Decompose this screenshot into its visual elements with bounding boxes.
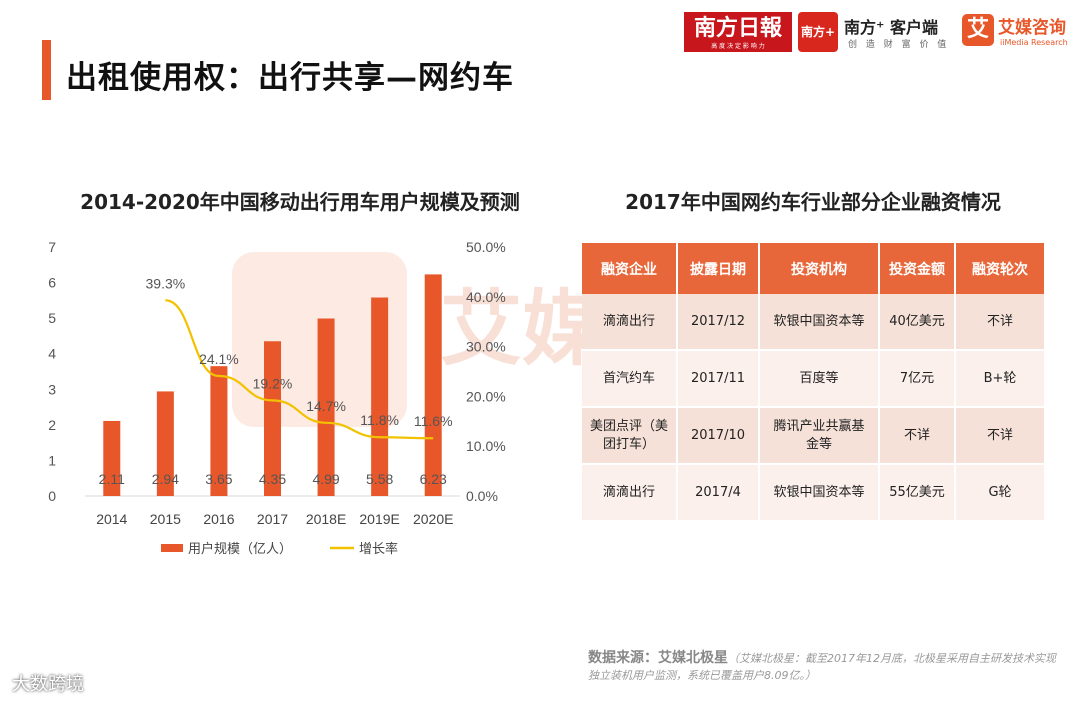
table-row: 首汽约车 2017/11 百度等 7亿元 B+轮 [582, 350, 1044, 408]
table-title: 2017年中国网约车行业部分企业融资情况 [625, 190, 1001, 214]
y-left-tick-label: 2 [48, 417, 56, 433]
bar-data-label: 5.58 [366, 471, 393, 487]
x-tick-label: 2019E [359, 511, 399, 527]
cell-investor: 百度等 [759, 350, 880, 408]
nanfang-daily-slogan: 高 度 决 定 影 响 力 [711, 43, 765, 50]
bar-data-label: 4.99 [312, 471, 339, 487]
data-source-detail: （艾媒北极星：截至2017年12月底，北极星采用自主研发技术实现独立装机用户监测… [588, 652, 1056, 682]
iimedia-logo-icon: 艾 [962, 14, 994, 46]
bar [103, 420, 121, 496]
cell-company: 美团点评（美团打车） [582, 407, 678, 465]
bar [210, 366, 228, 496]
iimedia-logo-text: 艾媒咨询 [998, 18, 1066, 38]
financing-table: 融资企业 披露日期 投资机构 投资金额 融资轮次 滴滴出行 2017/12 软银… [582, 243, 1044, 522]
y-left-tick-label: 1 [48, 452, 56, 468]
line-data-label: 14.7% [306, 398, 346, 414]
nanfang-daily-logo: 南方日報 高 度 决 定 影 响 力 [684, 12, 792, 52]
cell-date: 2017/10 [677, 407, 760, 465]
header-company: 融资企业 [582, 243, 678, 294]
cell-investor: 腾讯产业共赢基金等 [759, 407, 880, 465]
y-right-tick-label: 50.0% [466, 239, 506, 255]
y-left-tick-label: 5 [48, 310, 56, 326]
watermark-text: 艾媒 [440, 282, 605, 377]
y-left-tick-label: 3 [48, 381, 56, 397]
iimedia-logo-subtext: iiMedia Research [1000, 38, 1068, 47]
cell-company: 滴滴出行 [582, 464, 678, 522]
logo-group: 南方日報 高 度 决 定 影 响 力 南方+ 南方⁺ 客户端 创 造 财 富 价… [684, 10, 1074, 54]
user-scale-chart: 0 1 2 3 4 5 6 7 0.0% 10.0% 20.0% 30.0% 40.0% 50.0% 2.1… [48, 239, 506, 557]
line-data-label: 24.1% [199, 351, 239, 367]
cell-investor: 软银中国资本等 [759, 464, 880, 522]
growth-rate-line [165, 299, 434, 440]
cell-round: 不详 [955, 294, 1044, 351]
table-header-row: 融资企业 披露日期 投资机构 投资金额 融资轮次 [582, 243, 1044, 294]
x-tick-label: 2016 [203, 511, 234, 527]
y-right-tick-label: 30.0% [466, 339, 506, 355]
bar [264, 341, 281, 496]
brand-watermark: 大数跨境 [12, 674, 84, 695]
cell-date: 2017/11 [677, 350, 760, 408]
line-data-label: 11.8% [360, 412, 399, 428]
y-right-tick-label: 40.0% [466, 289, 506, 305]
x-tick-label: 2017 [257, 511, 288, 527]
cell-date: 2017/4 [677, 464, 760, 522]
x-tick-label: 2020E [413, 511, 453, 527]
bar [424, 274, 442, 496]
y-left-tick-label: 4 [48, 346, 56, 362]
legend-bar-label: 用户规模（亿人） [188, 541, 292, 557]
cell-company: 首汽约车 [582, 350, 678, 408]
bar [371, 297, 389, 496]
y-left-tick-label: 6 [48, 275, 56, 291]
nanfang-plus-logo-text: 南方⁺ 客户端 [844, 18, 939, 37]
cell-round: B+轮 [955, 350, 1044, 408]
cell-round: 不详 [955, 407, 1044, 465]
bar-data-label: 4.35 [259, 471, 286, 487]
cell-amount: 7亿元 [879, 350, 956, 408]
cell-amount: 不详 [879, 407, 956, 465]
header-investor: 投资机构 [759, 243, 880, 294]
bar-data-label: 2.11 [99, 471, 125, 487]
y-right-tick-label: 10.0% [466, 438, 506, 454]
y-left-tick-label: 0 [48, 488, 56, 504]
cell-amount: 55亿美元 [879, 464, 956, 522]
legend-line-label: 增长率 [359, 541, 398, 557]
y-right-tick-label: 0.0% [466, 488, 498, 504]
data-source-label: 数据来源：艾媒北极星 [588, 650, 728, 666]
x-tick-label: 2014 [96, 511, 127, 527]
table-row: 滴滴出行 2017/4 软银中国资本等 55亿美元 G轮 [582, 464, 1044, 522]
page-title: 出租使用权：出行共享—网约车 [66, 60, 514, 96]
legend-bar-swatch [161, 544, 183, 552]
table-row: 美团点评（美团打车） 2017/10 腾讯产业共赢基金等 不详 不详 [582, 407, 1044, 465]
y-left-tick-label: 7 [48, 239, 56, 255]
bar-data-label: 6.23 [420, 471, 447, 487]
data-source-note: 数据来源：艾媒北极星（艾媒北极星：截至2017年12月底，北极星采用自主研发技术… [588, 650, 1058, 684]
x-tick-label: 2018E [306, 511, 346, 527]
y-right-tick-label: 20.0% [466, 388, 506, 404]
line-data-label: 11.6% [414, 413, 453, 429]
bar-data-label: 3.65 [205, 471, 232, 487]
line-data-label: 39.3% [146, 275, 186, 291]
table-row: 滴滴出行 2017/12 软银中国资本等 40亿美元 不详 [582, 294, 1044, 351]
header-amount: 投资金额 [879, 243, 956, 294]
nanfang-plus-slogan: 创 造 财 富 价 值 [848, 40, 950, 50]
bar [156, 391, 174, 496]
title-accent-bar [42, 40, 51, 100]
header-date: 披露日期 [677, 243, 760, 294]
line-data-label: 19.2% [253, 375, 293, 391]
nanfang-daily-logo-text: 南方日報 [693, 15, 782, 41]
bar [317, 318, 335, 496]
nanfang-plus-badge-icon: 南方+ [798, 12, 838, 52]
header-round: 融资轮次 [955, 243, 1044, 294]
cell-amount: 40亿美元 [879, 294, 956, 351]
x-tick-label: 2015 [150, 511, 181, 527]
cell-company: 滴滴出行 [582, 294, 678, 351]
chart-title: 2014-2020年中国移动出行用车用户规模及预测 [80, 190, 520, 214]
cell-round: G轮 [955, 464, 1044, 522]
cell-investor: 软银中国资本等 [759, 294, 880, 351]
bar-data-label: 2.94 [152, 471, 179, 487]
cell-date: 2017/12 [677, 294, 760, 351]
